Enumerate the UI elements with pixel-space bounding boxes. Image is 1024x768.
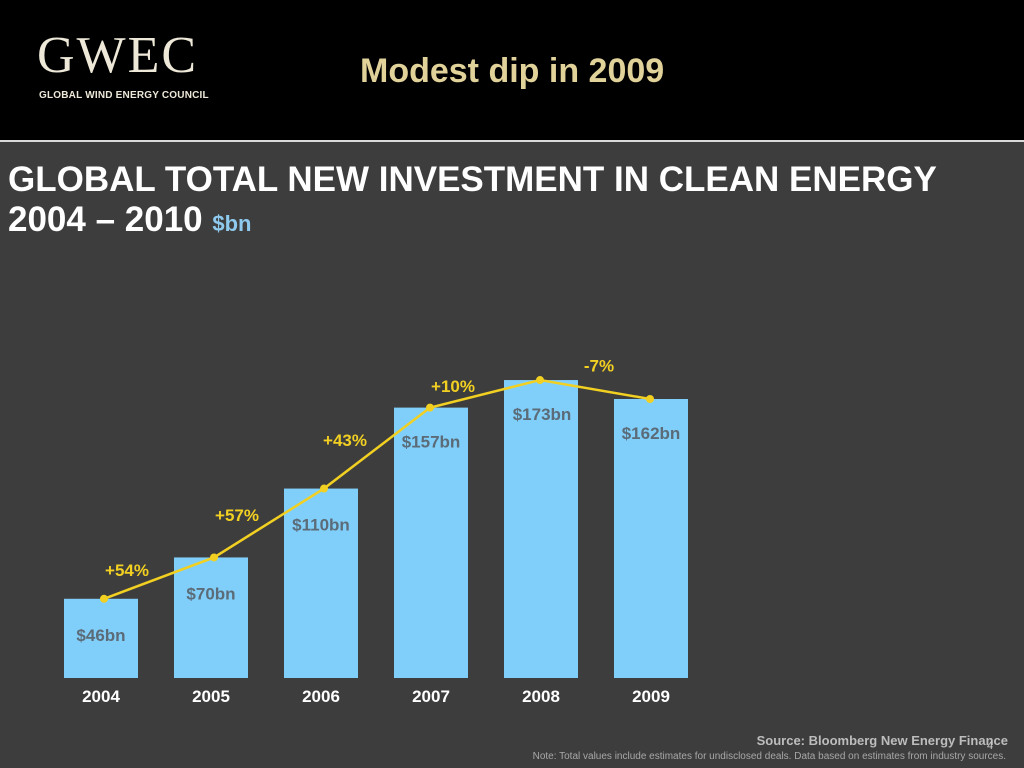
trend-point <box>320 484 328 493</box>
trend-point <box>426 403 434 412</box>
note-text: Note: Total values include estimates for… <box>532 751 1006 762</box>
value-label: $70bn <box>186 584 235 603</box>
chart-unit: $bn <box>212 211 252 236</box>
x-tick-label: 2005 <box>192 687 230 706</box>
bar-2005 <box>174 557 248 678</box>
x-tick-label: 2004 <box>82 687 120 706</box>
chart-title: GLOBAL TOTAL NEW INVESTMENT IN CLEAN ENE… <box>8 160 937 244</box>
x-tick-label: 2008 <box>522 687 560 706</box>
growth-label: +43% <box>323 431 367 450</box>
chart-title-line1: GLOBAL TOTAL NEW INVESTMENT IN CLEAN ENE… <box>8 160 937 199</box>
bar-2007 <box>394 407 468 678</box>
value-label: $46bn <box>76 626 125 645</box>
page-number: 4 <box>987 740 994 752</box>
bar-2008 <box>504 380 578 678</box>
value-label: $173bn <box>513 405 572 424</box>
trend-point <box>100 594 108 603</box>
trend-point <box>536 376 544 385</box>
bar-2006 <box>284 488 358 678</box>
bar-2004 <box>64 598 138 678</box>
chart-title-line2: 2004 – 2010 $bn <box>8 200 937 244</box>
trend-point <box>210 553 218 562</box>
x-tick-label: 2006 <box>302 687 340 706</box>
bar-2009 <box>614 399 688 678</box>
value-label: $162bn <box>622 424 681 443</box>
growth-label: +54% <box>105 561 149 580</box>
value-label: $157bn <box>402 433 461 452</box>
growth-label: +10% <box>431 377 475 396</box>
trend-point <box>646 395 654 403</box>
chart-title-years: 2004 – 2010 <box>8 200 203 239</box>
growth-label: +57% <box>215 506 259 525</box>
logo-subtitle: GLOBAL WIND ENERGY COUNCIL <box>39 90 209 101</box>
growth-label: -7% <box>584 357 614 376</box>
trend-line <box>103 378 651 600</box>
header-bar: GWEC GLOBAL WIND ENERGY COUNCIL Modest d… <box>0 0 1024 142</box>
value-label: $110bn <box>292 516 350 535</box>
slide-title: Modest dip in 2009 <box>360 52 665 90</box>
x-tick-label: 2007 <box>412 687 450 706</box>
gwec-logo: GWEC <box>37 27 199 84</box>
source-text: Source: Bloomberg New Energy Finance <box>756 733 1008 748</box>
x-tick-label: 2009 <box>632 687 670 706</box>
